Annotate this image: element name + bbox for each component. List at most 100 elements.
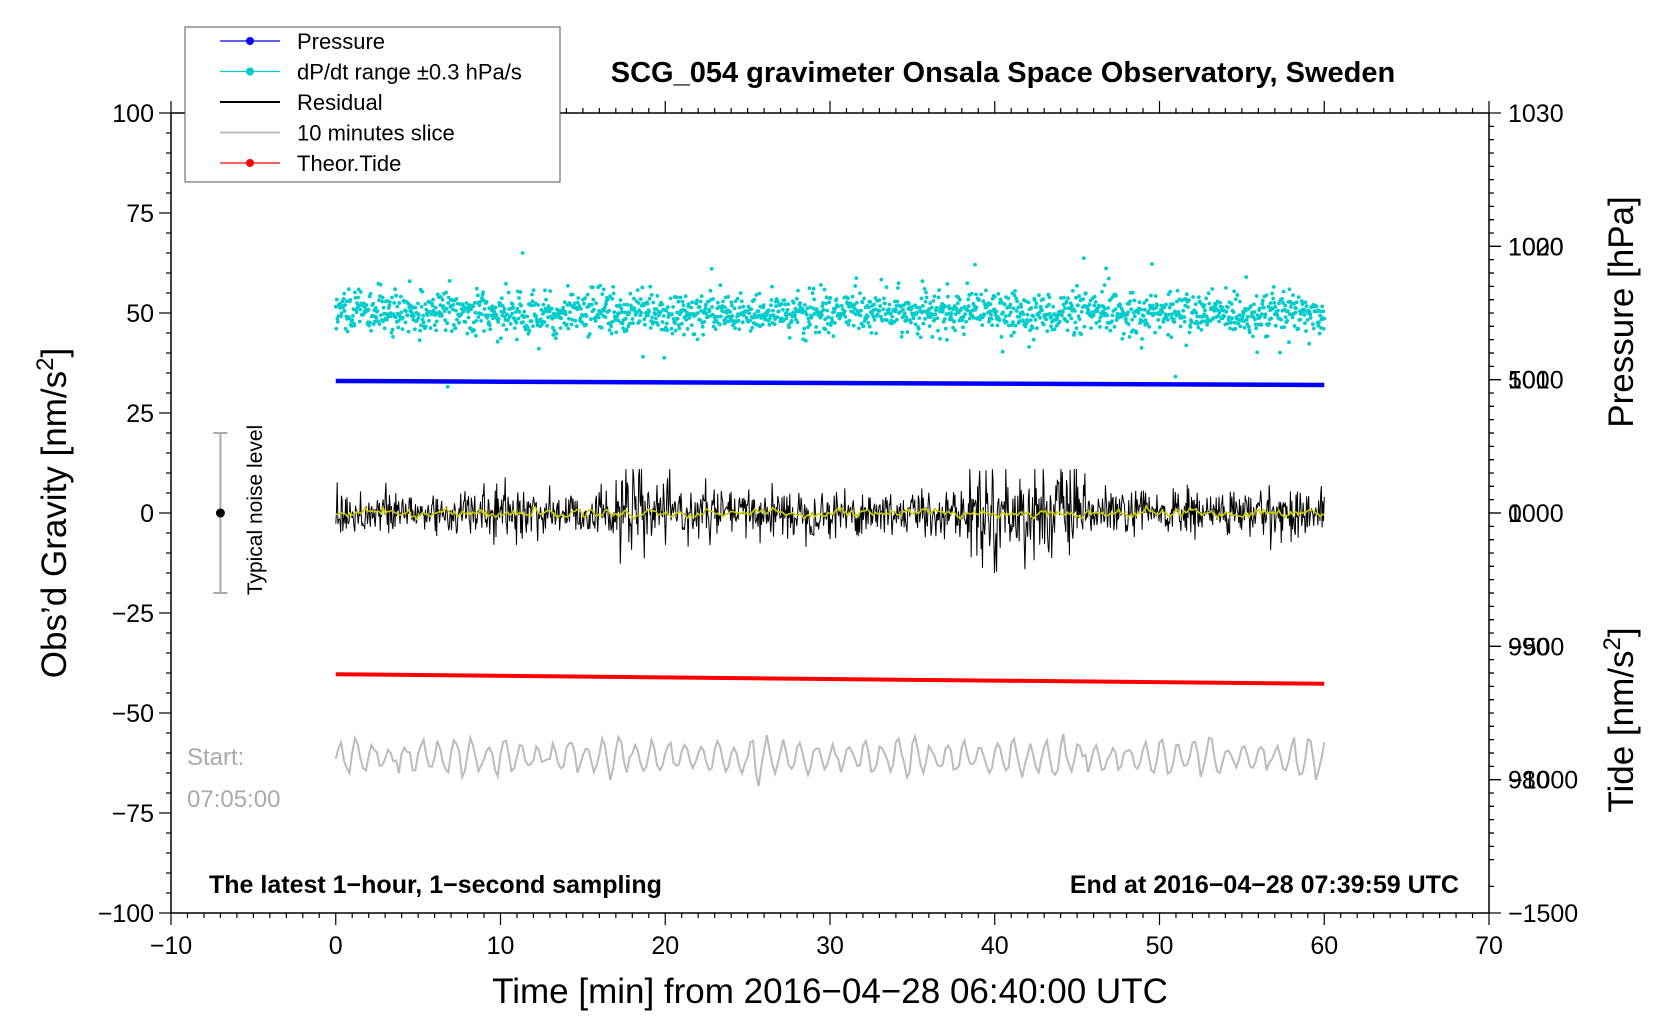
dpdt-point xyxy=(984,288,988,293)
dpdt-point xyxy=(1298,317,1303,322)
dpdt-point xyxy=(825,308,829,313)
dpdt-point xyxy=(674,295,679,300)
dpdt-point xyxy=(660,320,665,324)
dpdt-point xyxy=(923,317,927,321)
dpdt-point xyxy=(866,321,871,325)
dpdt-point xyxy=(904,318,909,323)
dpdt-point xyxy=(1134,331,1139,335)
dpdt-point xyxy=(1069,316,1074,321)
dpdt-point xyxy=(1222,314,1227,319)
dpdt-point xyxy=(476,315,481,319)
dpdt-point xyxy=(1254,294,1259,298)
dpdt-point xyxy=(828,296,833,300)
dpdt-point xyxy=(827,300,832,305)
dpdt-point xyxy=(1244,275,1249,279)
dpdt-point xyxy=(494,313,499,318)
dpdt-point xyxy=(921,304,925,308)
dpdt-point xyxy=(685,326,690,331)
tide-tick-label: −500 xyxy=(1508,633,1564,661)
dpdt-point xyxy=(1172,320,1177,324)
dpdt-point xyxy=(851,323,856,328)
dpdt-point xyxy=(520,251,525,255)
dpdt-point xyxy=(1093,300,1098,304)
dpdt-point xyxy=(380,299,384,304)
dpdt-point xyxy=(1130,290,1135,295)
dpdt-point xyxy=(447,310,452,315)
dpdt-point xyxy=(526,331,531,336)
dpdt-point xyxy=(603,305,607,310)
dpdt-point xyxy=(796,288,800,293)
dpdt-point xyxy=(1233,327,1238,331)
dpdt-point xyxy=(493,305,498,310)
dpdt-point xyxy=(399,310,404,315)
dpdt-point xyxy=(607,308,611,313)
dpdt-point xyxy=(982,312,987,317)
dpdt-point xyxy=(1008,302,1013,307)
dpdt-point xyxy=(842,309,847,314)
dpdt-point xyxy=(1138,321,1142,325)
dpdt-point xyxy=(1244,318,1249,322)
dpdt-point xyxy=(342,309,347,313)
dpdt-point xyxy=(472,328,477,332)
dpdt-point xyxy=(687,316,692,320)
dpdt-point xyxy=(1145,321,1150,326)
dpdt-point xyxy=(1032,298,1037,303)
dpdt-point xyxy=(1077,317,1082,321)
dpdt-point xyxy=(1115,311,1120,316)
dpdt-point xyxy=(413,305,418,310)
dpdt-point xyxy=(664,308,669,313)
dpdt-point xyxy=(614,330,619,335)
dpdt-point xyxy=(498,336,503,341)
dpdt-point xyxy=(1183,297,1188,301)
dpdt-point xyxy=(979,292,984,297)
dpdt-point xyxy=(648,326,653,330)
dpdt-point xyxy=(821,308,826,312)
dpdt-point xyxy=(1233,297,1238,301)
dpdt-point xyxy=(629,303,633,308)
dpdt-point xyxy=(795,296,799,301)
dpdt-point xyxy=(1061,302,1066,307)
dpdt-point xyxy=(1235,293,1240,297)
dpdt-point xyxy=(587,332,592,336)
x-axis-label: Time [min] from 2016−04−28 06:40:00 UTC xyxy=(492,972,1168,1011)
dpdt-point xyxy=(659,327,664,332)
dpdt-point xyxy=(1004,320,1009,324)
dpdt-point xyxy=(488,327,493,332)
dpdt-point xyxy=(999,335,1004,339)
dpdt-point xyxy=(1021,318,1025,322)
dpdt-point xyxy=(372,319,377,324)
dpdt-point xyxy=(872,302,876,307)
series-layer xyxy=(333,251,1327,787)
dpdt-point xyxy=(417,312,421,317)
dpdt-point xyxy=(756,309,761,313)
dpdt-point xyxy=(420,289,425,294)
legend-box xyxy=(184,26,561,183)
dpdt-point xyxy=(776,309,781,314)
dpdt-point xyxy=(549,306,554,311)
dpdt-point xyxy=(398,294,403,299)
dpdt-point xyxy=(685,310,689,315)
dpdt-point xyxy=(930,335,935,339)
dpdt-point xyxy=(529,319,534,324)
y-axis-left-label-sup: 2 xyxy=(32,358,59,371)
dpdt-point xyxy=(999,299,1003,303)
dpdt-point xyxy=(1260,298,1265,303)
dpdt-point xyxy=(675,310,680,315)
dpdt-point xyxy=(1205,322,1209,327)
dpdt-point xyxy=(425,313,430,318)
dpdt-point xyxy=(1129,307,1133,312)
dpdt-point xyxy=(525,325,530,330)
dpdt-point xyxy=(1246,324,1251,329)
dpdt-point xyxy=(474,319,479,323)
dpdt-point xyxy=(894,304,899,308)
dpdt-point xyxy=(628,321,632,326)
dpdt-point xyxy=(508,314,512,319)
dpdt-point xyxy=(920,279,925,283)
dpdt-point xyxy=(531,288,536,293)
dpdt-point xyxy=(817,330,822,335)
dpdt-point xyxy=(1255,350,1259,355)
dpdt-point xyxy=(929,305,934,310)
dpdt-point xyxy=(423,302,428,306)
dpdt-point xyxy=(726,294,731,299)
dpdt-point xyxy=(900,330,904,335)
